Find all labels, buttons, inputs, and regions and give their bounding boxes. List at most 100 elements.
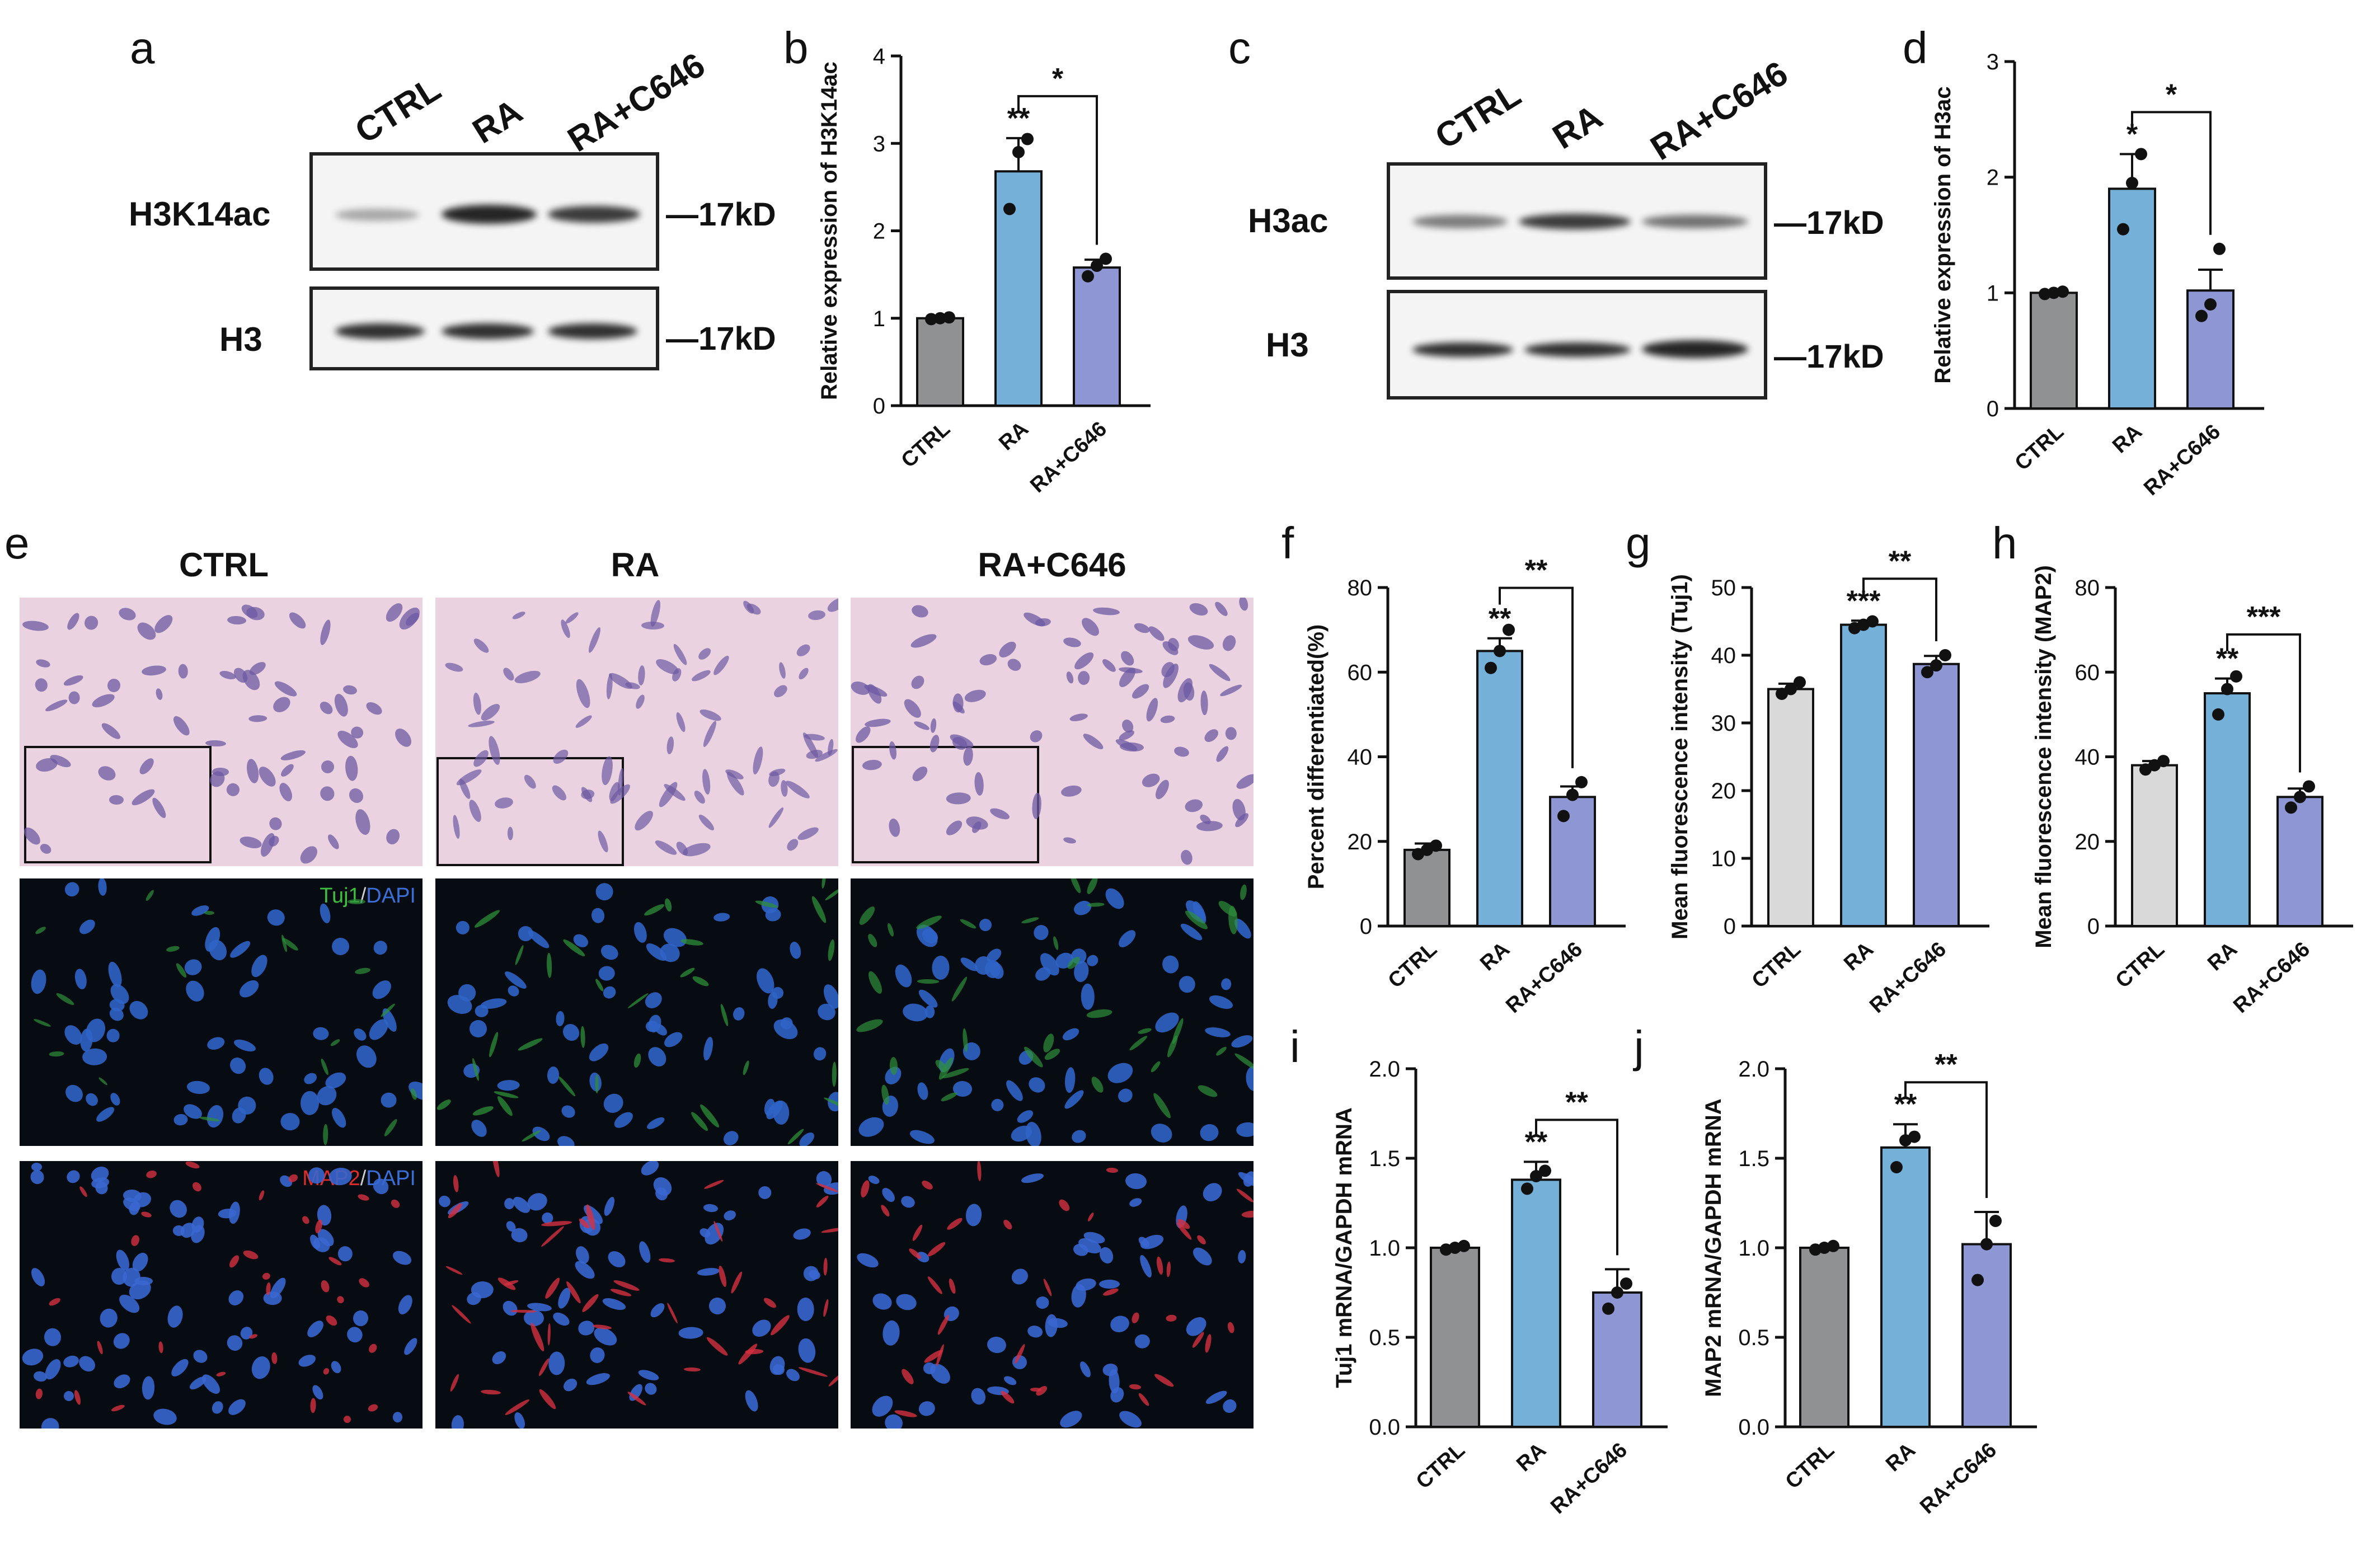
lane-label-ra-c646: RA+C646 [561,45,712,160]
data-point [925,313,937,326]
cell-shape [853,723,874,745]
cell-shape [824,886,838,901]
cell-shape [83,614,100,632]
cell-shape [1128,1034,1149,1052]
cell-shape [212,767,229,776]
cell-shape [329,1359,343,1375]
cell-shape [796,1336,818,1364]
cell-shape [537,1357,551,1378]
bracket-label: *** [2247,601,2281,633]
cell-shape [1245,1065,1254,1092]
cell-shape [301,1091,320,1116]
cell-shape [280,1112,300,1131]
cell-shape [762,1295,778,1309]
cell-shape [1207,661,1233,684]
cell-shape [328,1105,349,1130]
bar-chart-h: 0 20 40 60 80 Mean fluorescence intensity (MA… [2031,565,2353,1018]
data-point [1503,623,1515,636]
bar [1961,1243,2012,1428]
bracket-label: ** [1935,1049,1957,1081]
cell-shape [796,825,820,843]
bar-chart-d: 0 1 2 3 Relative expression of H3ac CTRL * RARA… [1931,50,2264,500]
cell-shape [63,673,85,688]
cell-shape [1108,1313,1132,1335]
y-tick-label: 3 [873,131,885,156]
bracket-label: * [1052,63,1064,95]
x-tick-label: RA [994,417,1033,455]
cell-shape [63,1390,74,1402]
cell-shape [245,758,261,784]
cell-shape [601,983,618,1001]
micro-column-title-ctrl: CTRL [179,546,269,584]
cell-shape [908,1127,936,1146]
blot-row-label-h3ac: H3ac [1248,202,1329,239]
cell-shape [297,843,321,866]
cell-shape [82,1048,107,1066]
cell-shape [645,1020,659,1032]
x-tick-label: RA [2203,937,2242,975]
cell-shape [1027,728,1045,745]
cell-shape [1060,1026,1081,1043]
data-point [1082,270,1094,283]
cell-shape [31,1162,42,1172]
cell-shape [684,1367,701,1372]
panel-letter-h: h [1992,518,2017,568]
significance-star: * [2126,118,2138,151]
cell-shape [945,1215,964,1232]
bar-chart-j: 0.0 0.5 1.0 1.5 2.0 MAP2 mRNA/GAPDH mRNA CTRL *… [1701,1049,2037,1519]
cell-shape [248,952,271,980]
cell-shape [480,1389,501,1395]
cell-shape [1241,1210,1254,1218]
cell-shape [811,1046,828,1063]
cell-shape [1156,1256,1165,1276]
cell-shape [471,1281,494,1299]
he-inset-ctrl [24,746,212,863]
cell-shape [62,879,82,899]
cell-shape [548,1351,565,1375]
cell-shape [1178,975,1196,994]
cell-shape [658,1257,675,1263]
cell-shape [320,759,336,775]
cell-shape [317,699,335,717]
blot-row-label-h3: H3 [1266,326,1309,364]
bar [2030,292,2078,410]
cell-shape [320,1058,330,1075]
panel-letter-c: c [1228,23,1251,73]
cell-shape [357,1276,372,1290]
cell-shape [32,1017,51,1028]
cell-shape [866,969,885,995]
cell-shape [227,1054,249,1077]
y-tick-label: 40 [1711,643,1736,668]
cell-shape [467,719,495,729]
cell-shape [106,1028,120,1042]
cell-shape [225,1396,248,1418]
he-image-ra [435,598,838,866]
cell-shape [1190,1244,1215,1269]
cell-shape [1021,916,1040,925]
cell-shape [512,1410,527,1429]
significance-bracket [1499,586,1574,768]
cell-shape [930,717,937,733]
cell-shape [650,1173,676,1200]
data-point [2285,801,2297,814]
y-tick-label: 1 [1987,281,1999,306]
x-tick-label: RA+C646 [2139,420,2225,500]
y-tick-label: 40 [2075,745,2100,770]
data-point [1494,645,1506,657]
cell-shape [1057,1407,1085,1429]
cell-shape [639,1161,662,1179]
cell-shape [940,1091,959,1103]
cell-shape [722,1208,738,1222]
cell-shape [653,838,679,858]
significance-bracket [1017,95,1098,245]
cell-shape [364,699,384,717]
y-axis-label: Mean fluorescence intensity (MAP2) [2031,565,2056,948]
bar [2204,692,2251,927]
y-tick-label: 4 [873,44,885,69]
cell-shape [511,610,527,621]
cell-shape [1137,1027,1152,1036]
cell-shape [1116,1407,1145,1429]
cell-shape [320,1279,331,1294]
bar [2108,187,2156,410]
x-tick-label: CTRL [2011,420,2068,475]
